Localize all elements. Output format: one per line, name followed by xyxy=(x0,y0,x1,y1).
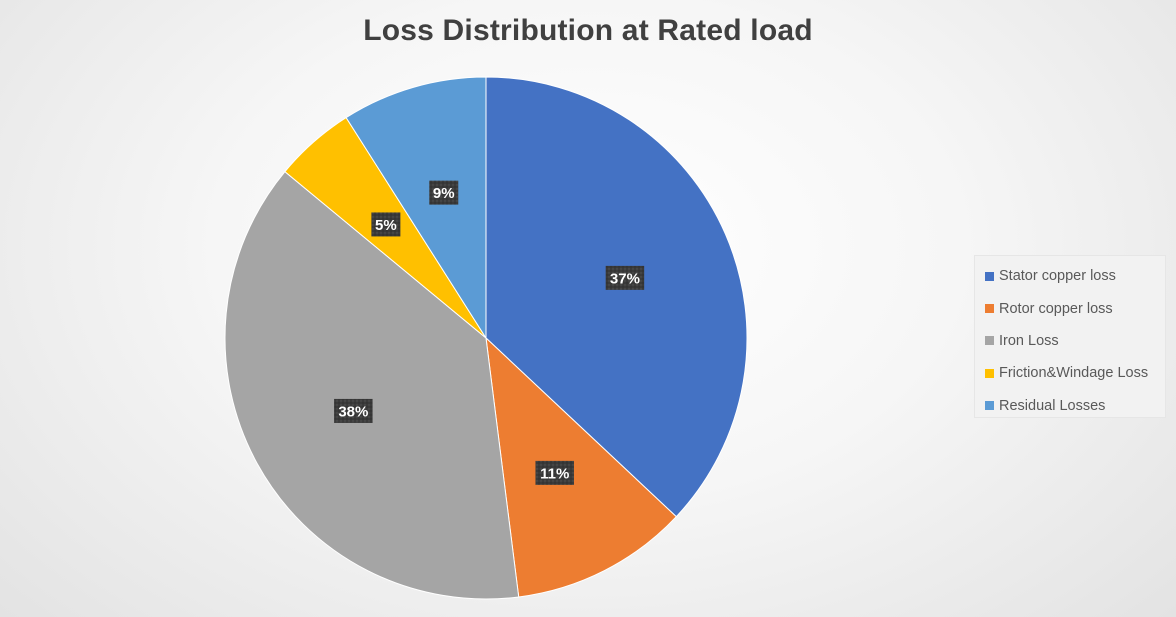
pie-slices xyxy=(224,76,748,600)
legend-item: Residual Losses xyxy=(985,390,1165,422)
legend-item: Stator copper loss xyxy=(985,260,1165,292)
data-label-box xyxy=(605,265,645,290)
pie-slice-rotor-copper-loss xyxy=(485,336,677,598)
legend-item: Iron Loss xyxy=(985,325,1165,357)
legend-swatch xyxy=(985,401,994,411)
data-label-iron-loss: 38% xyxy=(334,398,373,423)
pie-slice-iron-loss xyxy=(224,170,520,600)
pie-slice-stator-copper-loss xyxy=(485,76,748,518)
data-label-box xyxy=(334,398,373,423)
data-label-text: 38% xyxy=(338,403,368,420)
data-label-text: 5% xyxy=(375,217,397,234)
chart-title: Loss Distribution at Rated load xyxy=(363,14,813,47)
data-label-text: 9% xyxy=(433,185,455,202)
data-label-friction-windage-loss: 5% xyxy=(371,212,401,237)
data-label-text: 11% xyxy=(540,465,569,482)
legend-label: Iron Loss xyxy=(999,332,1059,349)
data-label-stator-copper-loss: 37% xyxy=(605,265,645,290)
legend-label: Residual Losses xyxy=(999,397,1106,414)
legend-swatch xyxy=(985,271,994,281)
data-label-residual-losses: 9% xyxy=(429,180,459,205)
legend-label: Friction&Windage Loss xyxy=(999,365,1149,382)
data-label-rotor-copper-loss: 11% xyxy=(535,460,574,485)
pie-slice-residual-losses xyxy=(345,76,487,340)
legend-label: Rotor copper loss xyxy=(999,300,1113,317)
pie-data-labels: 37% 11% 38% 5% 9% xyxy=(334,180,645,485)
data-label-box xyxy=(429,180,459,205)
legend-swatch xyxy=(985,304,994,314)
data-label-text: 37% xyxy=(610,270,640,287)
data-label-box xyxy=(371,212,401,237)
legend-swatch xyxy=(985,336,994,346)
legend-swatch xyxy=(985,368,994,378)
legend-item: Friction&Windage Loss xyxy=(985,357,1165,389)
data-label-box xyxy=(535,460,574,485)
legend: Stator copper loss Rotor copper loss Iron … xyxy=(974,255,1166,418)
legend-label: Stator copper loss xyxy=(999,268,1116,285)
legend-item: Rotor copper loss xyxy=(985,292,1165,324)
